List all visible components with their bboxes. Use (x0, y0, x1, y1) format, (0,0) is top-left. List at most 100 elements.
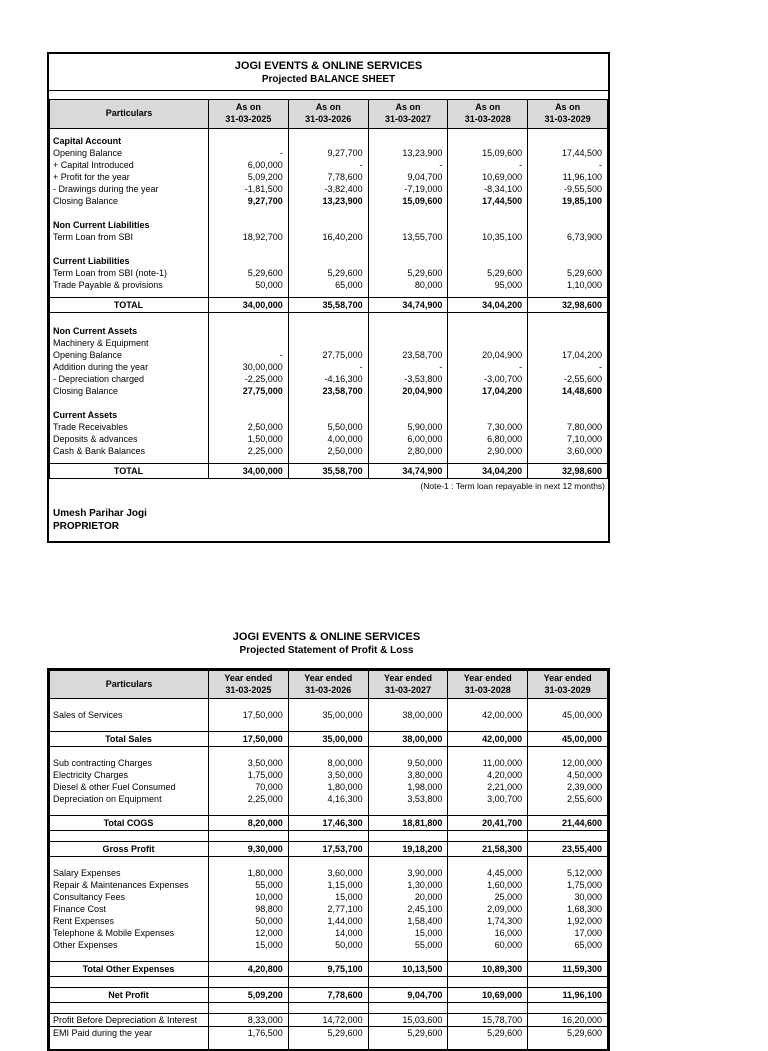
cell-value: 20,04,900 (447, 348, 529, 361)
cell-value (447, 218, 529, 231)
cell-value (287, 242, 369, 255)
row-label: Opening Balance (48, 348, 210, 361)
row-label: Closing Balance (48, 384, 210, 397)
table-row: Term Loan from SBI (note-1) 5,29,600 5,29,… (48, 266, 608, 279)
row-label: Opening Balance (48, 146, 210, 159)
cell-value: 1,68,300 (527, 903, 608, 916)
cell-value: 1,74,300 (447, 915, 529, 928)
cell-value (447, 856, 529, 868)
table-row: Non Current Liabilities (48, 218, 608, 231)
cell-value (367, 951, 449, 962)
table-row: Opening Balance -9,27,700 13,23,900 15,09,6… (48, 146, 608, 159)
cell-value: 9,27,700 (208, 194, 289, 207)
cell-value: 5,09,200 (208, 170, 289, 183)
table-row (48, 805, 608, 816)
cell-value: 15,03,600 (367, 1013, 449, 1027)
cell-value (447, 408, 529, 421)
row-label: Cash & Bank Balances (48, 444, 210, 457)
cell-value: -1,81,500 (208, 182, 289, 195)
table-row: + Capital Introduced 6,00,000- - - - (48, 158, 608, 171)
cell-value: 32,98,600 (527, 296, 608, 313)
cell-value: 4,16,300 (287, 793, 369, 806)
cell-value (208, 218, 289, 231)
cell-value (527, 721, 608, 732)
row-label (48, 746, 210, 758)
row-label (48, 206, 210, 219)
cell-value (208, 324, 289, 337)
cell-value (447, 805, 529, 816)
row-label (48, 721, 210, 732)
cell-value: 45,00,000 (527, 731, 608, 748)
row-label: Other Expenses (48, 939, 210, 952)
table-row: Telephone & Mobile Expenses 12,000 14,000 1… (48, 927, 608, 940)
cell-value (208, 396, 289, 409)
table-row: Term Loan from SBI 18,92,700 16,40,200 13,5… (48, 230, 608, 243)
cell-value (287, 396, 369, 409)
balance-sheet-titleblock: JOGI EVENTS & ONLINE SERVICES Projected … (49, 54, 608, 92)
cell-value (447, 134, 529, 147)
row-label: Capital Account (48, 134, 210, 147)
cell-value: 17,04,200 (447, 384, 529, 397)
cell-value: - (367, 360, 449, 373)
balance-sheet-table: Particulars As on 31-03-2025 As on 31-03-202… (48, 99, 608, 479)
table-row: Opening Balance -27,75,000 23,58,700 20,04,… (48, 348, 608, 361)
cell-value: 5,29,600 (367, 266, 449, 279)
cell-value: 1,15,000 (287, 879, 369, 892)
row-label: Closing Balance (48, 194, 210, 207)
table-row: - Depreciation charged -2,25,000 -4,16,300… (48, 372, 608, 385)
cell-value (367, 134, 449, 147)
table-row (48, 128, 608, 135)
cell-value: 65,000 (527, 939, 608, 952)
table-row (48, 976, 608, 988)
row-label: Current Liabilities (48, 254, 210, 267)
cell-value: 5,29,600 (527, 266, 608, 279)
cell-value: 17,44,500 (527, 146, 608, 159)
cell-value: 2,09,000 (447, 903, 529, 916)
row-label: Finance Cost (48, 903, 210, 916)
cell-value: 9,30,000 (208, 841, 289, 858)
cell-value (287, 134, 369, 147)
cell-value: 2,80,000 (367, 444, 449, 457)
cell-value: 34,74,900 (367, 296, 449, 313)
table-row (48, 312, 608, 325)
cell-value: 27,75,000 (287, 348, 369, 361)
cell-value: 20,41,700 (447, 815, 529, 832)
balance-sheet-section: JOGI EVENTS & ONLINE SERVICES Projected … (47, 52, 610, 543)
signatory-designation: PROPRIETOR (53, 520, 119, 532)
cell-value: 16,20,000 (527, 1013, 608, 1027)
cell-value (208, 242, 289, 255)
total-row: Total Other Expenses 4,20,800 9,75,100 10,1… (48, 961, 608, 978)
cell-value (527, 324, 608, 337)
row-label: Machinery & Equipment (48, 336, 210, 349)
row-label (48, 805, 210, 816)
row-label: Trade Payable & provisions (48, 278, 210, 291)
row-label (48, 976, 210, 988)
cell-value: 4,20,000 (447, 769, 529, 782)
cell-value: 20,000 (367, 891, 449, 904)
header-row: Particulars As on 31-03-2025 As on 31-03-202… (48, 99, 608, 129)
cell-value: 55,000 (208, 879, 289, 892)
cell-value: 17,000 (527, 927, 608, 940)
cell-value (367, 242, 449, 255)
cell-value: 70,000 (208, 781, 289, 794)
cell-value (527, 856, 608, 868)
cell-value (287, 698, 369, 710)
cell-value: - (367, 158, 449, 171)
cell-value (287, 951, 369, 962)
cell-value: 19,18,200 (367, 841, 449, 858)
cell-value (367, 1002, 449, 1014)
cell-value: 15,000 (287, 891, 369, 904)
table-row: Non Current Assets (48, 324, 608, 337)
cell-value: 60,000 (447, 939, 529, 952)
cell-value: 15,09,600 (367, 194, 449, 207)
cell-value (287, 206, 369, 219)
cell-value (527, 1002, 608, 1014)
cell-value: 10,69,000 (447, 170, 529, 183)
cell-value: 95,000 (447, 278, 529, 291)
cell-value: 45,00,000 (527, 709, 608, 722)
cell-value (208, 976, 289, 988)
cell-value (367, 254, 449, 267)
cell-value: 14,48,600 (527, 384, 608, 397)
cell-value: 1,60,000 (447, 879, 529, 892)
cell-value (367, 830, 449, 842)
